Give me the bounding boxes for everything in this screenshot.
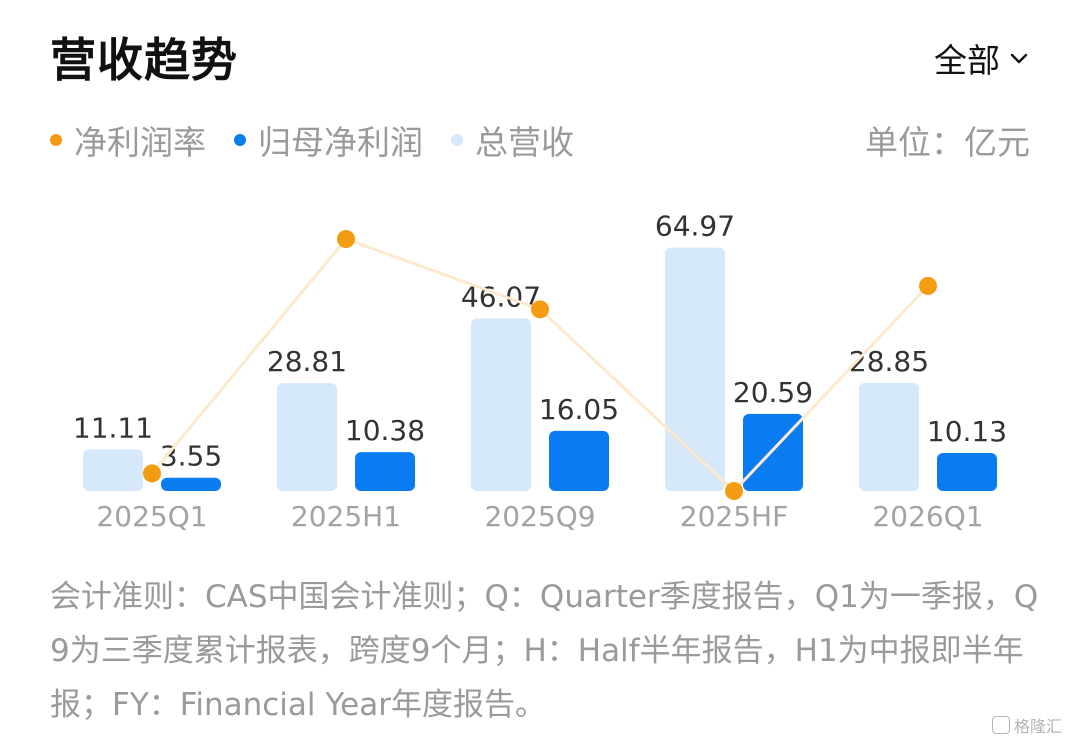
page-title: 营收趋势 — [50, 33, 238, 87]
net-profit-value-label: 3.55 — [160, 440, 222, 473]
revenue-value-label: 28.85 — [849, 345, 929, 378]
net-margin-point — [531, 300, 549, 319]
chevron-down-icon — [1010, 53, 1028, 64]
net-profit-value-label: 10.38 — [345, 414, 425, 447]
chart-legend: 净利润率 归母净利润 总营收 — [50, 116, 602, 164]
revenue-trend-chart: 11.113.552025Q128.8110.382025H146.0716.0… — [73, 210, 1007, 533]
revenue-bar — [471, 318, 531, 491]
net-margin-point — [919, 276, 937, 295]
watermark: 格隆汇 — [991, 713, 1062, 737]
legend-item-net-profit[interactable]: 归母净利润 — [234, 116, 423, 164]
net-margin-point — [143, 464, 161, 483]
net-profit-value-label: 10.13 — [927, 415, 1007, 448]
revenue-bar — [665, 247, 725, 491]
revenue-bar — [277, 383, 337, 491]
revenue-bar — [83, 449, 143, 491]
net-profit-bar — [937, 453, 997, 491]
net-profit-bar — [161, 477, 221, 491]
x-tick-label: 2025HF — [680, 500, 788, 533]
net-profit-bar — [549, 430, 609, 491]
watermark-text: 格隆汇 — [1013, 717, 1062, 736]
unit-label: 单位：亿元 — [865, 123, 1030, 162]
net-profit-bar — [355, 452, 415, 491]
x-tick-label: 2025Q1 — [96, 500, 207, 533]
filter-label: 全部 — [934, 41, 1000, 80]
legend-label-net-profit: 归母净利润 — [258, 123, 423, 162]
x-tick-label: 2025H1 — [291, 500, 401, 533]
x-tick-label: 2026Q1 — [872, 500, 983, 533]
legend-label-revenue: 总营收 — [475, 123, 574, 162]
net-margin-point — [337, 230, 355, 248]
net-profit-value-label: 20.59 — [733, 376, 813, 409]
legend-dot-net-profit — [234, 134, 246, 146]
revenue-bar — [859, 382, 919, 491]
legend-item-margin[interactable]: 净利润率 — [50, 116, 206, 164]
legend-item-revenue[interactable]: 总营收 — [451, 116, 574, 164]
revenue-value-label: 11.11 — [73, 411, 153, 444]
net-profit-value-label: 16.05 — [539, 393, 619, 426]
legend-label-margin: 净利润率 — [74, 123, 206, 162]
revenue-value-label: 64.97 — [655, 210, 735, 243]
period-filter-dropdown[interactable]: 全部 — [934, 34, 1030, 82]
x-tick-label: 2025Q9 — [484, 500, 595, 533]
watermark-logo-icon — [991, 716, 1010, 734]
revenue-value-label: 28.81 — [267, 345, 347, 378]
legend-dot-revenue — [451, 134, 463, 146]
legend-dot-margin — [50, 134, 62, 146]
accounting-footnote: 会计准则：CAS中国会计准则；Q：Quarter季度报告，Q1为一季报，Q9为三… — [50, 579, 1039, 723]
net-margin-point — [725, 482, 743, 500]
